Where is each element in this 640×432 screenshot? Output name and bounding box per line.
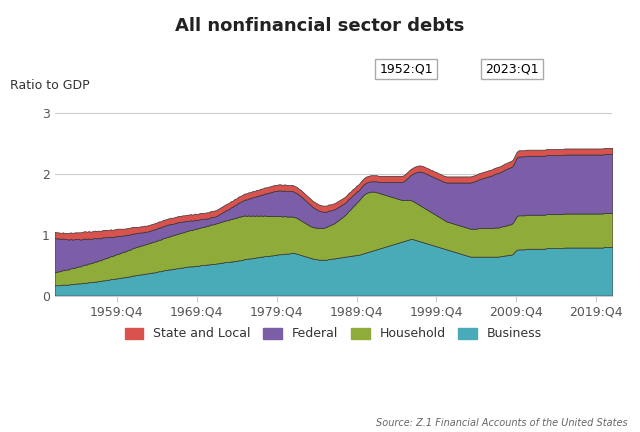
Text: Ratio to GDP: Ratio to GDP: [10, 79, 90, 92]
Legend: State and Local, Federal, Household, Business: State and Local, Federal, Household, Bus…: [120, 322, 547, 346]
Text: 1952:Q1: 1952:Q1: [380, 62, 433, 76]
Text: 2023:Q1: 2023:Q1: [485, 62, 539, 76]
Text: All nonfinancial sector debts: All nonfinancial sector debts: [175, 17, 465, 35]
Text: Source: Z.1 Financial Accounts of the United States: Source: Z.1 Financial Accounts of the Un…: [376, 418, 627, 428]
